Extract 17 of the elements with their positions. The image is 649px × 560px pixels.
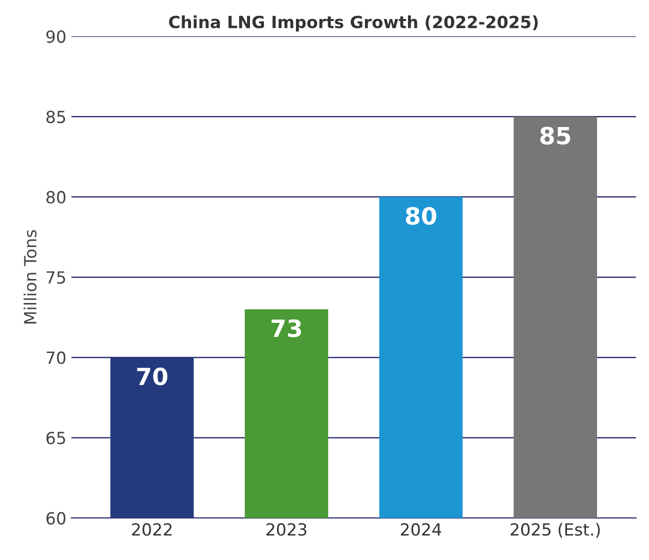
y-axis-title: Million Tons [24, 230, 37, 324]
chart-title: China LNG Imports Growth (2022-2025) [169, 15, 538, 32]
x-tick-label: 2024 [400, 523, 442, 536]
y-tick-label: 75 [46, 271, 66, 284]
y-tick-label: 65 [46, 432, 66, 444]
y-tick-label: 60 [46, 512, 66, 525]
y-tick-label: 80 [46, 190, 66, 204]
data-label: 80 [406, 206, 436, 225]
y-tick-label: 70 [46, 351, 66, 364]
data-label: 85 [540, 126, 570, 145]
x-tick-label: 2023 [266, 523, 306, 536]
y-tick-label: 90 [46, 30, 66, 43]
data-label: 70 [137, 368, 168, 386]
x-tick-label: 2022 [132, 523, 172, 536]
y-tick-label: 85 [46, 110, 66, 124]
x-tick-label: 2025 (Est.) [510, 522, 600, 538]
data-label: 73 [272, 319, 302, 338]
